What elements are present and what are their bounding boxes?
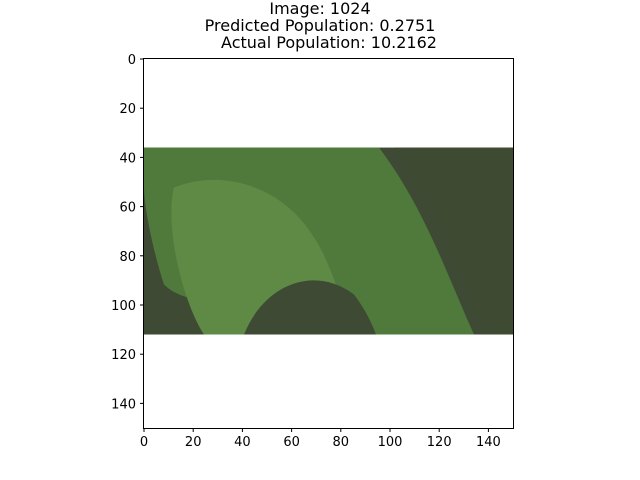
x-tick-label: 100 xyxy=(378,435,403,450)
title-predicted-population: Predicted Population: 0.2751 xyxy=(204,16,436,35)
axes-frame xyxy=(143,58,514,429)
y-tick-label: 80 xyxy=(119,250,136,265)
y-tick-label: 0 xyxy=(128,53,136,68)
x-tick-label: 0 xyxy=(140,435,148,450)
y-tick-label: 40 xyxy=(119,151,136,166)
title-actual-population: Actual Population: 10.2162 xyxy=(221,33,437,52)
satellite-image xyxy=(144,147,513,335)
y-tick-label: 140 xyxy=(111,397,136,412)
shadow-right xyxy=(394,147,513,335)
x-tick-label: 120 xyxy=(427,435,452,450)
x-tick-label: 80 xyxy=(333,435,350,450)
x-tick-label: 40 xyxy=(234,435,251,450)
y-tick-label: 120 xyxy=(111,348,136,363)
x-tick-label: 60 xyxy=(283,435,300,450)
x-tick-label: 20 xyxy=(185,435,202,450)
y-tick-label: 100 xyxy=(111,299,136,314)
y-tick-label: 60 xyxy=(119,201,136,216)
title-image-id: Image: 1024 xyxy=(269,0,371,18)
axis-ticks: 0 20 40 60 80 100 120 140 0 20 40 60 80 100 120 140 xyxy=(111,53,501,450)
shadow-patch xyxy=(244,280,376,335)
x-tick-label: 140 xyxy=(476,435,501,450)
y-tick-label: 20 xyxy=(119,102,136,117)
